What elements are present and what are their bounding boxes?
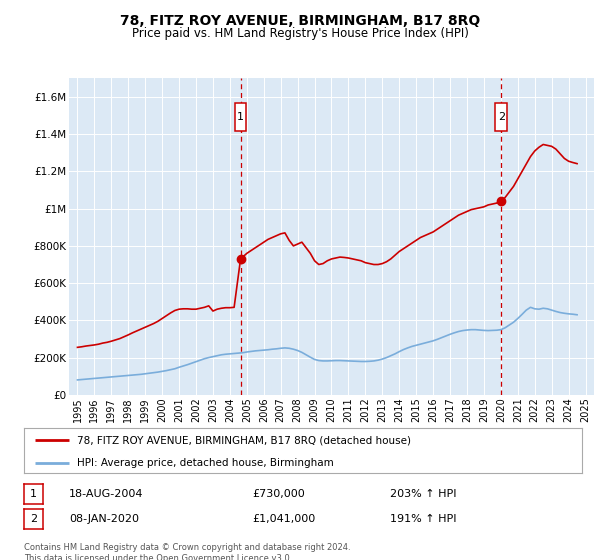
Text: 08-JAN-2020: 08-JAN-2020 — [69, 514, 139, 524]
Text: Contains HM Land Registry data © Crown copyright and database right 2024.
This d: Contains HM Land Registry data © Crown c… — [24, 543, 350, 560]
Text: 191% ↑ HPI: 191% ↑ HPI — [390, 514, 457, 524]
Text: £730,000: £730,000 — [252, 489, 305, 499]
Text: HPI: Average price, detached house, Birmingham: HPI: Average price, detached house, Birm… — [77, 458, 334, 468]
FancyBboxPatch shape — [496, 103, 507, 130]
FancyBboxPatch shape — [235, 103, 247, 130]
Text: 2: 2 — [30, 514, 37, 524]
Text: £1,041,000: £1,041,000 — [252, 514, 315, 524]
Text: 1: 1 — [30, 489, 37, 499]
Text: 78, FITZ ROY AVENUE, BIRMINGHAM, B17 8RQ: 78, FITZ ROY AVENUE, BIRMINGHAM, B17 8RQ — [120, 14, 480, 28]
Text: Price paid vs. HM Land Registry's House Price Index (HPI): Price paid vs. HM Land Registry's House … — [131, 27, 469, 40]
Text: 18-AUG-2004: 18-AUG-2004 — [69, 489, 143, 499]
Text: 1: 1 — [237, 111, 244, 122]
Text: 203% ↑ HPI: 203% ↑ HPI — [390, 489, 457, 499]
Text: 2: 2 — [498, 111, 505, 122]
Text: 78, FITZ ROY AVENUE, BIRMINGHAM, B17 8RQ (detached house): 78, FITZ ROY AVENUE, BIRMINGHAM, B17 8RQ… — [77, 436, 411, 446]
